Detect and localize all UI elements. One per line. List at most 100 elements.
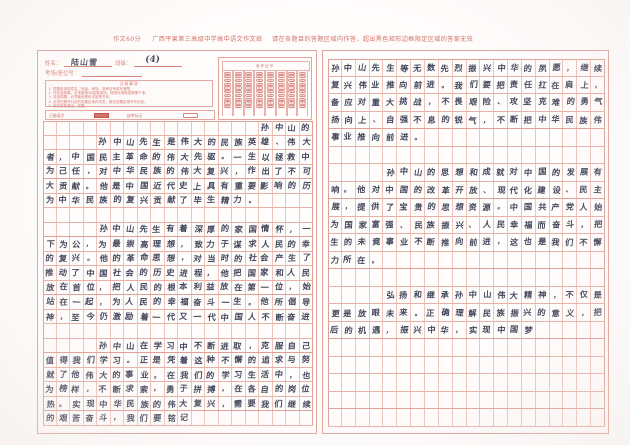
grid-cell[interactable] xyxy=(480,409,494,426)
grid-cell[interactable] xyxy=(124,208,138,222)
grid-cell[interactable] xyxy=(328,269,342,286)
grid-cell[interactable]: 力 xyxy=(328,252,342,269)
grid-cell[interactable]: 解 xyxy=(467,304,481,321)
grid-cell[interactable]: 和 xyxy=(467,164,481,181)
grid-cell[interactable]: 的 xyxy=(342,322,356,339)
grid-cell[interactable]: 。 xyxy=(439,77,453,94)
grid-cell[interactable]: 的 xyxy=(411,182,425,199)
grid-cell[interactable] xyxy=(550,339,564,356)
grid-cell[interactable]: 民 xyxy=(300,266,314,280)
grid-cell[interactable]: 成 xyxy=(480,164,494,181)
grid-cell[interactable]: 实 xyxy=(70,397,84,411)
grid-cell[interactable]: 和 xyxy=(411,287,425,304)
grid-row[interactable] xyxy=(328,269,605,287)
grid-cell[interactable]: 史 xyxy=(165,266,179,280)
grid-cell[interactable] xyxy=(425,147,439,164)
grid-row[interactable]: 展，提供了宝贵的思想资源。中国共产党人始 xyxy=(328,199,605,217)
grid-cell[interactable]: 进 xyxy=(397,129,411,146)
exam-number-bubble[interactable]: [9] xyxy=(299,105,306,108)
grid-cell[interactable]: 代 xyxy=(165,310,179,324)
grid-cell[interactable]: 烈 xyxy=(453,60,467,76)
grid-cell[interactable]: 着 xyxy=(178,223,192,237)
grid-cell[interactable]: 高 xyxy=(138,237,152,251)
grid-cell[interactable] xyxy=(508,129,522,146)
grid-cell[interactable] xyxy=(356,147,370,164)
grid-cell[interactable] xyxy=(439,392,453,409)
grid-cell[interactable]: 人 xyxy=(259,237,273,251)
grid-cell[interactable]: 艰 xyxy=(57,411,71,425)
grid-cell[interactable] xyxy=(425,269,439,286)
exam-number-bubble[interactable]: [2] xyxy=(224,79,231,82)
grid-cell[interactable]: ， xyxy=(480,112,494,129)
grid-cell[interactable]: 值 xyxy=(43,353,57,367)
grid-cell[interactable]: 理 xyxy=(453,304,467,321)
grid-cell[interactable]: 与 xyxy=(286,353,300,367)
grid-cell[interactable]: 求 xyxy=(246,237,260,251)
grid-cell[interactable]: 民 xyxy=(411,217,425,234)
grid-cell[interactable]: 榜 xyxy=(57,382,71,396)
grid-cell[interactable]: 为 xyxy=(97,237,111,251)
grid-cell[interactable]: 兴 xyxy=(522,304,536,321)
grid-cell[interactable] xyxy=(397,409,411,426)
exam-number-bubble[interactable]: [9] xyxy=(267,105,274,108)
grid-cell[interactable]: 中 xyxy=(111,339,125,353)
grid-cell[interactable] xyxy=(439,409,453,426)
grid-cell[interactable]: 战 xyxy=(411,94,425,111)
grid-cell[interactable] xyxy=(342,287,356,304)
grid-cell[interactable]: 、 xyxy=(397,217,411,234)
grid-cell[interactable] xyxy=(577,339,591,356)
grid-cell[interactable]: 的 xyxy=(151,397,165,411)
grid-cell[interactable] xyxy=(550,409,564,426)
grid-cell[interactable] xyxy=(286,324,300,338)
grid-cell[interactable]: 热 xyxy=(43,397,57,411)
grid-cell[interactable]: 又 xyxy=(178,310,192,324)
grid-cell[interactable]: 中 xyxy=(397,164,411,181)
grid-cell[interactable] xyxy=(563,392,577,409)
grid-cell[interactable] xyxy=(70,122,84,135)
grid-cell[interactable]: 把 xyxy=(591,304,605,321)
grid-cell[interactable]: 主 xyxy=(111,150,125,164)
grid-cell[interactable]: 兴 xyxy=(138,194,152,208)
grid-cell[interactable]: 断 xyxy=(205,339,219,353)
grid-cell[interactable] xyxy=(43,136,57,150)
exam-number-bubble[interactable]: [6] xyxy=(256,94,263,97)
grid-cell[interactable]: 。 xyxy=(219,150,233,164)
grid-cell[interactable]: 山 xyxy=(286,122,300,135)
grid-cell[interactable] xyxy=(43,122,57,135)
grid-cell[interactable] xyxy=(425,252,439,269)
grid-cell[interactable]: 向 xyxy=(342,112,356,129)
grid-cell[interactable]: 愿 xyxy=(550,60,564,76)
grid-cell[interactable]: 一 xyxy=(259,281,273,295)
grid-cell[interactable]: 凭 xyxy=(165,353,179,367)
grid-cell[interactable]: 锐 xyxy=(453,112,467,129)
exam-number-bubble[interactable]: [4] xyxy=(256,86,263,89)
grid-cell[interactable]: 起 xyxy=(84,295,98,309)
grid-cell[interactable]: 放 xyxy=(467,182,481,199)
grid-cell[interactable] xyxy=(232,208,246,222)
grid-cell[interactable]: 进 xyxy=(219,339,233,353)
grid-cell[interactable]: 家 xyxy=(232,223,246,237)
grid-cell[interactable] xyxy=(259,208,273,222)
grid-cell[interactable]: 。 xyxy=(84,179,98,193)
grid-cell[interactable] xyxy=(219,411,233,425)
grid-cell[interactable]: 复 xyxy=(124,194,138,208)
grid-cell[interactable]: 他 xyxy=(97,252,111,266)
grid-cell[interactable]: 的 xyxy=(151,295,165,309)
grid-cell[interactable] xyxy=(84,339,98,353)
grid-cell[interactable]: 应 xyxy=(342,94,356,111)
grid-cell[interactable]: 向 xyxy=(453,234,467,251)
grid-cell[interactable] xyxy=(591,339,605,356)
grid-cell[interactable]: 提 xyxy=(356,199,370,216)
grid-cell[interactable]: 畏 xyxy=(453,94,467,111)
grid-cell[interactable]: 意 xyxy=(550,304,564,321)
grid-cell[interactable] xyxy=(467,339,481,356)
grid-cell[interactable]: 想 xyxy=(453,199,467,216)
grid-cell[interactable]: 后 xyxy=(328,322,342,339)
grid-cell[interactable]: 自 xyxy=(286,339,300,353)
grid-cell[interactable]: 益 xyxy=(205,281,219,295)
grid-cell[interactable]: ， xyxy=(57,310,71,324)
grid-row[interactable]: 孙中山的思想和成就对中国的发展有 xyxy=(328,164,605,182)
grid-row[interactable]: 的复兴。他的革命思想，对当时的社会产生了 xyxy=(43,252,313,267)
grid-cell[interactable]: ， xyxy=(97,295,111,309)
grid-cell[interactable]: 先 xyxy=(138,136,152,150)
